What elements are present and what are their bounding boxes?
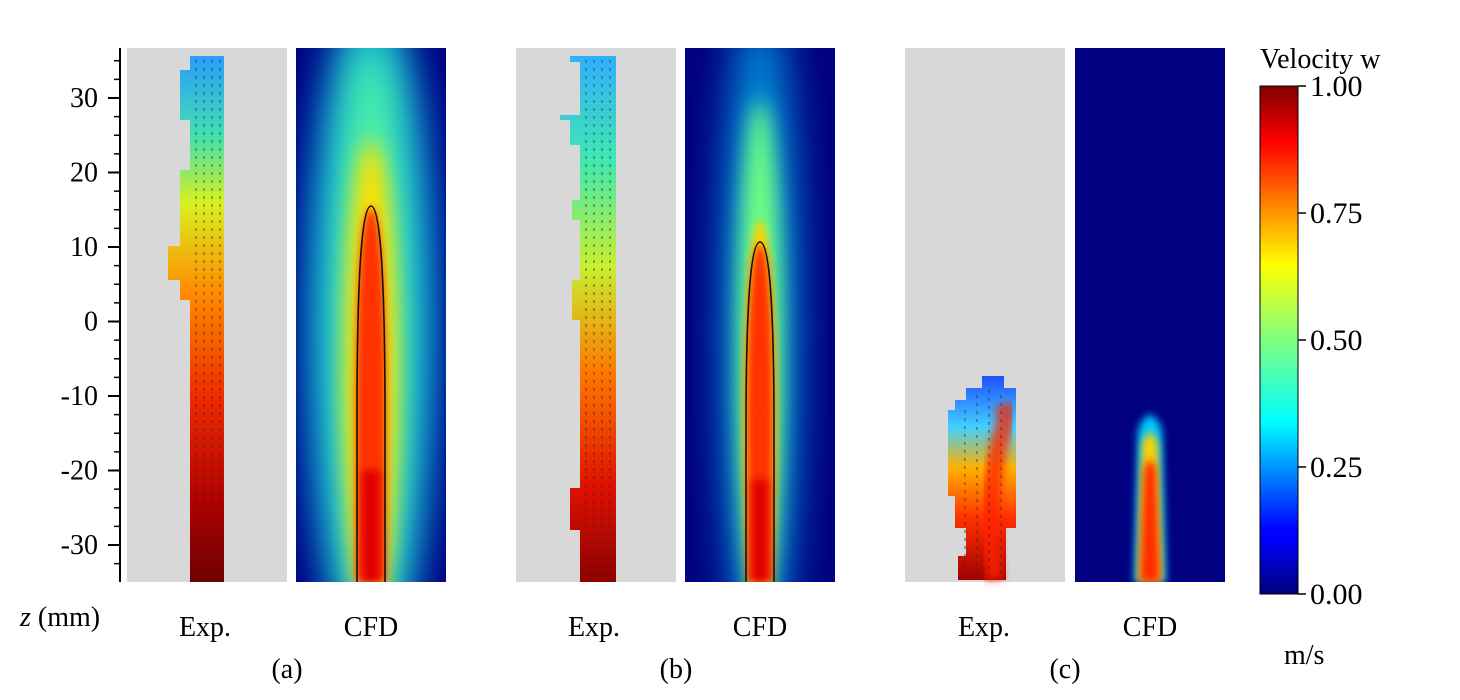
colorbar-tick-label: 1.00 (1310, 70, 1363, 103)
z-axis-tick-label: 30 (70, 83, 98, 114)
z-axis-tick-label: -10 (61, 381, 98, 412)
panel-c-label: (c) (1049, 654, 1080, 685)
panel-a-label: (a) (271, 654, 302, 685)
z-axis-tick-label: 0 (84, 307, 98, 338)
exp-a-vectors (195, 60, 221, 580)
z-axis-tick-label: 20 (70, 158, 98, 189)
colorbar-tick-label: 0.75 (1310, 197, 1363, 230)
panel-b-label: (b) (660, 654, 693, 685)
colorbar-scale (1259, 85, 1299, 595)
z-axis-tick-label: -30 (61, 530, 98, 561)
z-axis-tick-label: 10 (70, 232, 98, 263)
panel-c: Exp. CFD (c) (905, 48, 1225, 685)
z-axis-tick-label: -20 (61, 456, 98, 487)
panel-b: Exp. CFD (b) (516, 48, 835, 685)
exp-b-field (560, 56, 616, 582)
colorbar: Velocity w 1.00 0.75 0.50 0.25 0.00 m/s (1259, 44, 1381, 671)
exp-c-label: Exp. (958, 612, 1010, 643)
cfd-a-contour (356, 205, 386, 582)
cfd-c-label: CFD (1123, 612, 1177, 643)
z-axis-title: z (mm) (19, 602, 100, 633)
cfd-b-label: CFD (733, 612, 787, 643)
colorbar-unit: m/s (1284, 640, 1324, 671)
z-axis: 30 20 10 0 -10 -20 -30 z (mm) (19, 48, 121, 633)
colorbar-title: Velocity w (1260, 44, 1381, 75)
exp-b-vectors (585, 60, 611, 580)
colorbar-tick-label: 0.25 (1310, 451, 1363, 484)
panel-a: Exp. CFD (a) (127, 48, 446, 685)
cfd-a-label: CFD (344, 612, 398, 643)
colorbar-tick-label: 0.50 (1310, 324, 1363, 357)
colorbar-tick-label: 0.00 (1310, 578, 1363, 611)
exp-b-label: Exp. (568, 612, 620, 643)
exp-a-label: Exp. (179, 612, 231, 643)
exp-c-vectors (964, 390, 1002, 575)
cfd-b-contour (745, 241, 775, 582)
